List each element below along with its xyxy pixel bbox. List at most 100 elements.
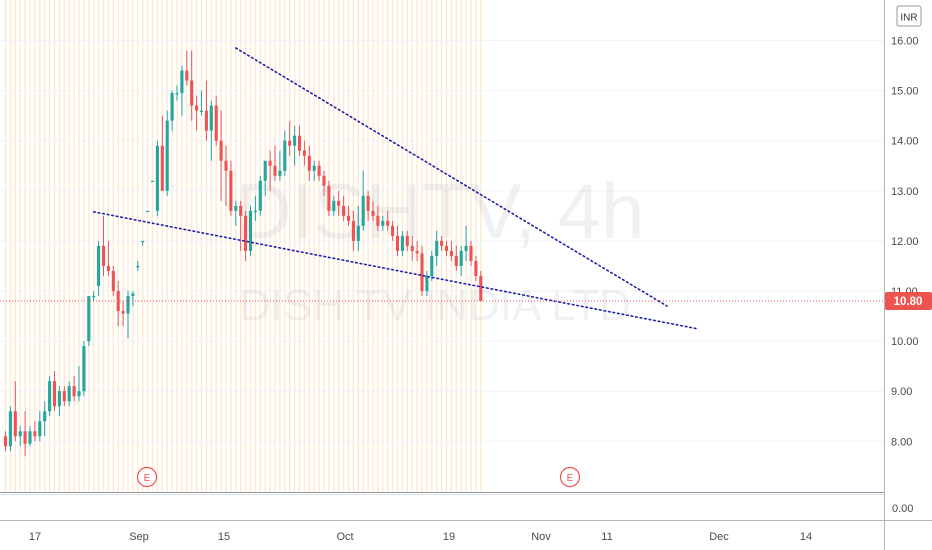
time-tick-label: 14 [800, 531, 812, 543]
candle-body [185, 71, 188, 81]
lower-pane-tick: 0.00 [892, 503, 913, 515]
candle-body [146, 211, 149, 212]
candle-body [342, 206, 345, 216]
candle-body [24, 431, 27, 444]
time-tick-label: Nov [531, 531, 551, 543]
candle-body [48, 381, 51, 411]
candle-body [77, 391, 80, 396]
candle-body [161, 146, 164, 191]
candle-body [474, 261, 477, 276]
candle-body [43, 411, 46, 421]
earnings-marker[interactable]: E [138, 468, 157, 487]
candle-body [479, 276, 482, 301]
candle-body [269, 161, 272, 166]
last-price-value: 10.80 [894, 296, 923, 308]
candle-body [215, 106, 218, 141]
candle [151, 181, 154, 182]
time-tick-label: 19 [443, 531, 455, 543]
candle-body [151, 181, 154, 182]
candle-body [136, 266, 139, 267]
candle-body [239, 206, 242, 216]
candle-body [73, 386, 76, 396]
candle-body [58, 391, 61, 406]
candle [156, 141, 159, 216]
candle-body [200, 111, 203, 112]
candle-body [337, 201, 340, 206]
watermark-name: DISH TV INDIA LTD [239, 281, 631, 330]
candle-body [303, 151, 306, 156]
last-price-badge: 10.80 [885, 292, 932, 310]
candle-body [347, 216, 350, 221]
candle-body [9, 411, 12, 446]
time-tick-label: 15 [218, 531, 230, 543]
candle [166, 111, 169, 196]
candle-body [469, 246, 472, 261]
candle-body [244, 216, 247, 251]
candle-body [264, 161, 267, 181]
candle-body [107, 266, 110, 271]
candle-body [195, 106, 198, 111]
candle-body [210, 106, 213, 131]
candle-body [367, 196, 370, 211]
candle-body [87, 296, 90, 341]
candle-body [362, 196, 365, 226]
candle-body [175, 93, 178, 94]
candle-body [376, 216, 379, 226]
currency-label: INR [900, 13, 917, 24]
candle-body [411, 246, 414, 251]
candle-body [430, 256, 433, 276]
candle-body [420, 253, 423, 291]
candle-body [141, 241, 144, 242]
candle-body [322, 176, 325, 186]
time-tick-label: Dec [709, 531, 729, 543]
candle-body [122, 311, 125, 314]
candle-body [28, 431, 31, 444]
price-tick-label: 14.00 [891, 136, 919, 148]
candle-body [112, 271, 115, 291]
price-tick-label: 16.00 [891, 36, 919, 48]
price-tick-label: 13.00 [891, 186, 919, 198]
price-tick-label: 10.00 [891, 336, 919, 348]
candle-body [391, 226, 394, 236]
candle-body [460, 251, 463, 266]
candle-body [450, 251, 453, 256]
candle-body [180, 71, 183, 94]
time-tick-label: Oct [336, 531, 353, 543]
candle [146, 211, 149, 212]
price-tick-label: 9.00 [891, 386, 912, 398]
time-tick-label: 11 [601, 531, 612, 543]
earnings-marker[interactable]: E [561, 468, 580, 487]
candle-body [220, 141, 223, 161]
candle-body [4, 436, 7, 446]
price-tick-label: 15.00 [891, 86, 919, 98]
candle-body [190, 81, 193, 106]
candle-body [131, 294, 134, 297]
candle-body [14, 411, 17, 436]
candle-body [465, 246, 468, 251]
candle-body [406, 236, 409, 246]
candle-body [53, 381, 56, 406]
price-tick-label: 8.00 [891, 436, 912, 448]
candle-body [455, 256, 458, 266]
candle [327, 181, 330, 216]
candle-body [416, 251, 419, 254]
candle-body [327, 186, 330, 211]
candle-body [288, 141, 291, 146]
candle-body [68, 386, 71, 401]
watermark: DISHTV, 4h DISH TV INDIA LTD [236, 167, 645, 330]
candle-body [298, 136, 301, 151]
candle-body [401, 236, 404, 251]
candle-body [435, 241, 438, 256]
candle-body [283, 141, 286, 171]
candle-body [97, 246, 100, 286]
candle-body [102, 246, 105, 266]
candle-body [249, 211, 252, 251]
candle-body [171, 93, 174, 121]
candle-body [440, 241, 443, 246]
candle [259, 176, 262, 216]
candle-body [332, 201, 335, 211]
candle-body [19, 431, 22, 436]
price-tick-label: 12.00 [891, 236, 919, 248]
candle-body [33, 431, 36, 436]
